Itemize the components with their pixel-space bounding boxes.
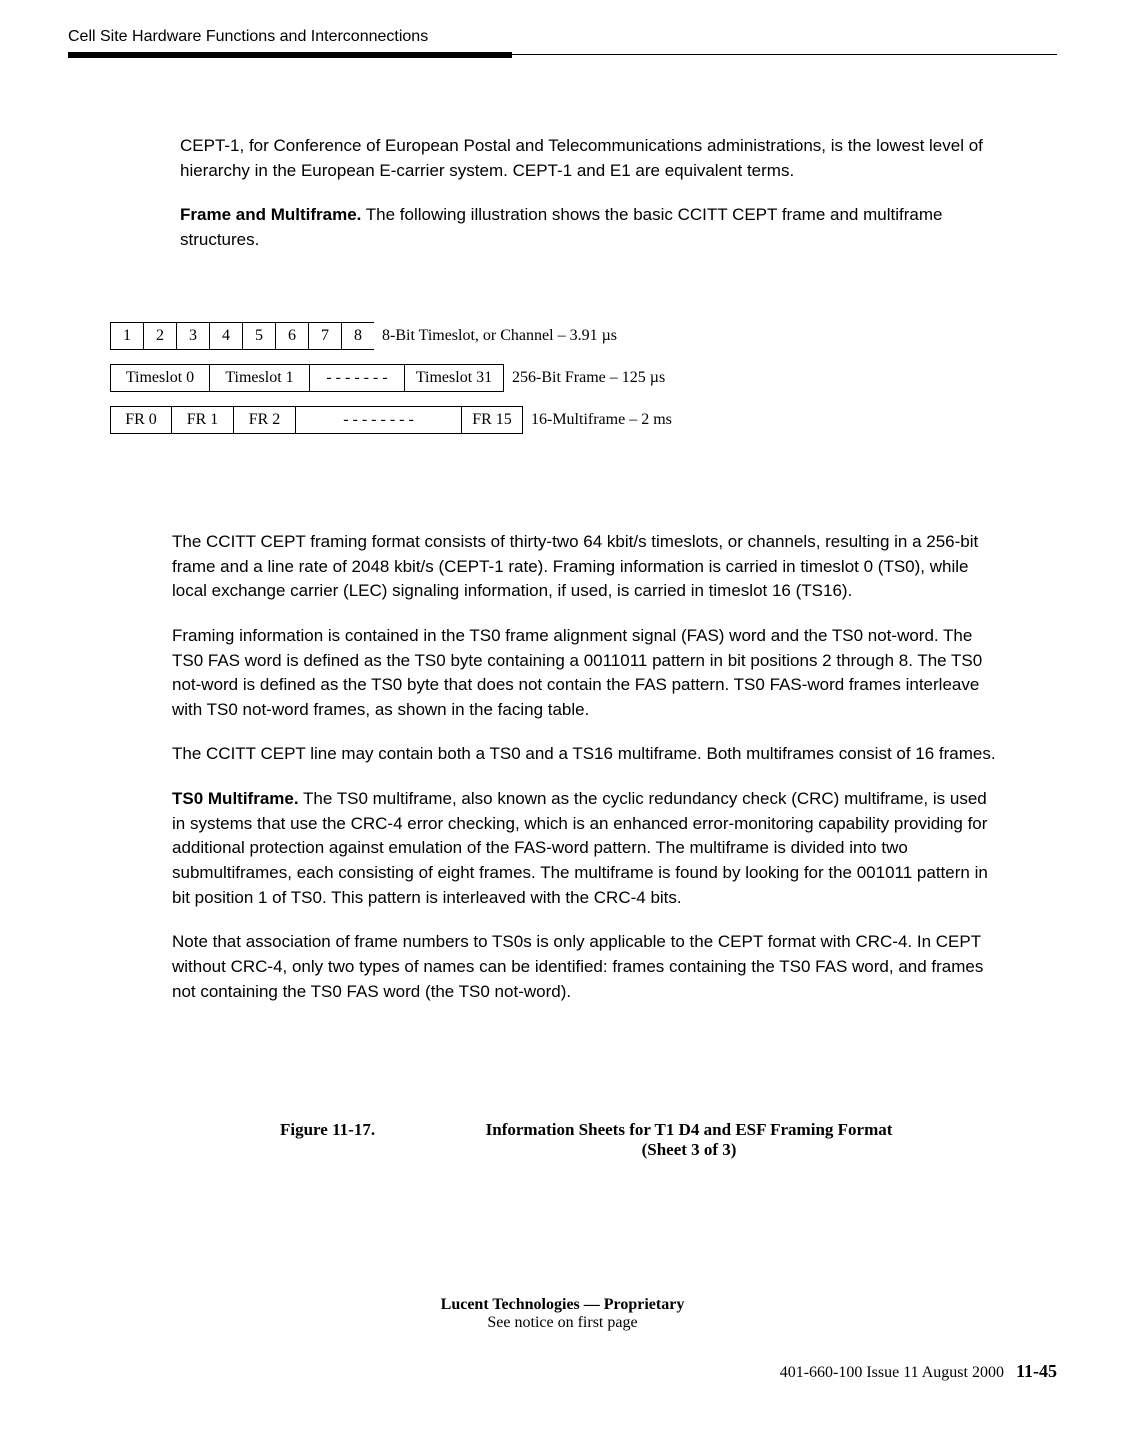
body-p4-bold: TS0 Multiframe. [172, 789, 299, 808]
ts-row-label: 256-Bit Frame – 125 µs [504, 364, 665, 392]
body-p4: TS0 Multiframe. The TS0 multiframe, also… [172, 787, 997, 910]
header-left: Cell Site Hardware Functions and Interco… [68, 28, 428, 46]
page-number: 11-45 [1016, 1361, 1057, 1381]
footer-proprietary: Lucent Technologies — Proprietary See no… [0, 1296, 1125, 1332]
footer-page: 401-660-100 Issue 11 August 2000 11-45 [780, 1361, 1057, 1382]
ts-cell: Timeslot 31 [404, 364, 504, 392]
footer-proprietary-bold: Lucent Technologies — Proprietary [441, 1296, 685, 1313]
footer-proprietary-sub: See notice on first page [487, 1314, 637, 1331]
figure-title-line1: Information Sheets for T1 D4 and ESF Fra… [486, 1120, 893, 1139]
body-p5: Note that association of frame numbers t… [172, 930, 997, 1004]
running-header: Cell Site Hardware Functions and Interco… [68, 28, 1057, 46]
bit-row: 1 2 3 4 5 6 7 8 8-Bit Timeslot, or Chann… [110, 322, 1045, 350]
intro-block: CEPT-1, for Conference of European Posta… [180, 134, 995, 273]
fr-row-label: 16-Multiframe – 2 ms [523, 406, 672, 434]
fr-cell: FR 1 [172, 406, 234, 434]
fr-dots: - - - - - - - - [296, 406, 461, 434]
frame-row: FR 0 FR 1 FR 2 - - - - - - - - FR 15 16-… [110, 406, 1045, 434]
ts-cell: Timeslot 1 [210, 364, 310, 392]
frame-diagram: 1 2 3 4 5 6 7 8 8-Bit Timeslot, or Chann… [110, 322, 1045, 448]
fr-cell: FR 0 [110, 406, 172, 434]
timeslot-row: Timeslot 0 Timeslot 1 - - - - - - - Time… [110, 364, 1045, 392]
bit-cell: 5 [242, 322, 275, 350]
body-p1: The CCITT CEPT framing format consists o… [172, 530, 997, 604]
body-p2: Framing information is contained in the … [172, 624, 997, 723]
figure-title-line2: (Sheet 3 of 3) [642, 1140, 737, 1159]
body-block: The CCITT CEPT framing format consists o… [172, 530, 997, 1024]
bit-cell: 7 [308, 322, 341, 350]
header-rule-heavy [68, 52, 512, 58]
fr-cell: FR 15 [461, 406, 523, 434]
bit-row-label: 8-Bit Timeslot, or Channel – 3.91 µs [374, 322, 617, 350]
bit-cell: 8 [341, 322, 374, 350]
figure-label: Figure 11-17. [280, 1120, 383, 1160]
ts-cell: Timeslot 0 [110, 364, 210, 392]
figure-caption: Figure 11-17. Information Sheets for T1 … [280, 1120, 995, 1160]
bit-cell: 6 [275, 322, 308, 350]
footer-issue: 401-660-100 Issue 11 August 2000 [780, 1364, 1004, 1381]
bit-cell: 2 [143, 322, 176, 350]
body-p3: The CCITT CEPT line may contain both a T… [172, 742, 997, 767]
intro-p1: CEPT-1, for Conference of European Posta… [180, 134, 995, 183]
fr-cell: FR 2 [234, 406, 296, 434]
bit-cell: 1 [110, 322, 143, 350]
intro-p2: Frame and Multiframe. The following illu… [180, 203, 995, 252]
bit-cell: 3 [176, 322, 209, 350]
ts-dots: - - - - - - - [310, 364, 404, 392]
figure-title: Information Sheets for T1 D4 and ESF Fra… [383, 1120, 995, 1160]
intro-p2-bold: Frame and Multiframe. [180, 205, 361, 224]
bit-cell: 4 [209, 322, 242, 350]
